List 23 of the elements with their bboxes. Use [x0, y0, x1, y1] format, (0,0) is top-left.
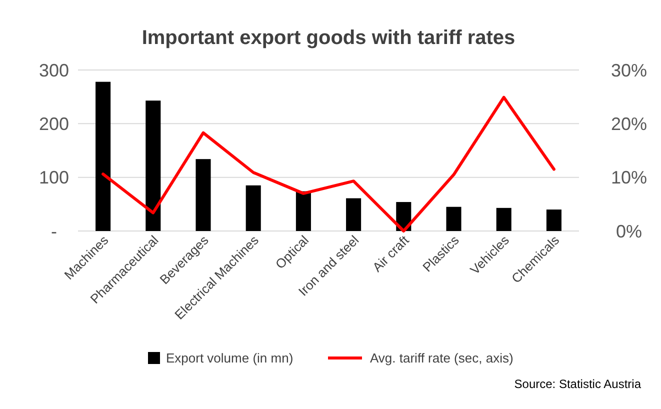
- y-tick-label: 300: [38, 60, 70, 80]
- y-tick-label: 200: [38, 114, 70, 134]
- y2-tick-label: 10%: [610, 168, 648, 188]
- source-note: Source: Statistic Austria: [514, 377, 642, 391]
- bar: [196, 159, 211, 231]
- bar: [146, 100, 161, 231]
- bar: [446, 206, 462, 231]
- bar: [346, 198, 362, 231]
- y-tick-label: -: [51, 221, 57, 242]
- legend-label: Export volume (in mn): [166, 350, 294, 366]
- y-tick-label: 100: [38, 168, 70, 188]
- y2-tick-label: 0%: [616, 221, 642, 242]
- x-tick-label: Air craft: [369, 232, 412, 275]
- bar: [296, 191, 311, 231]
- legend-label: Avg. tariff rate (sec, axis): [370, 350, 514, 366]
- bar: [96, 82, 111, 231]
- line-series: [102, 96, 556, 232]
- bar: [546, 210, 562, 231]
- y2-tick-label: 20%: [610, 114, 648, 134]
- bar: [496, 208, 512, 231]
- bar: [246, 185, 261, 231]
- chart-title: Important export goods with tariff rates: [142, 27, 516, 49]
- y2-tick-label: 30%: [610, 60, 648, 80]
